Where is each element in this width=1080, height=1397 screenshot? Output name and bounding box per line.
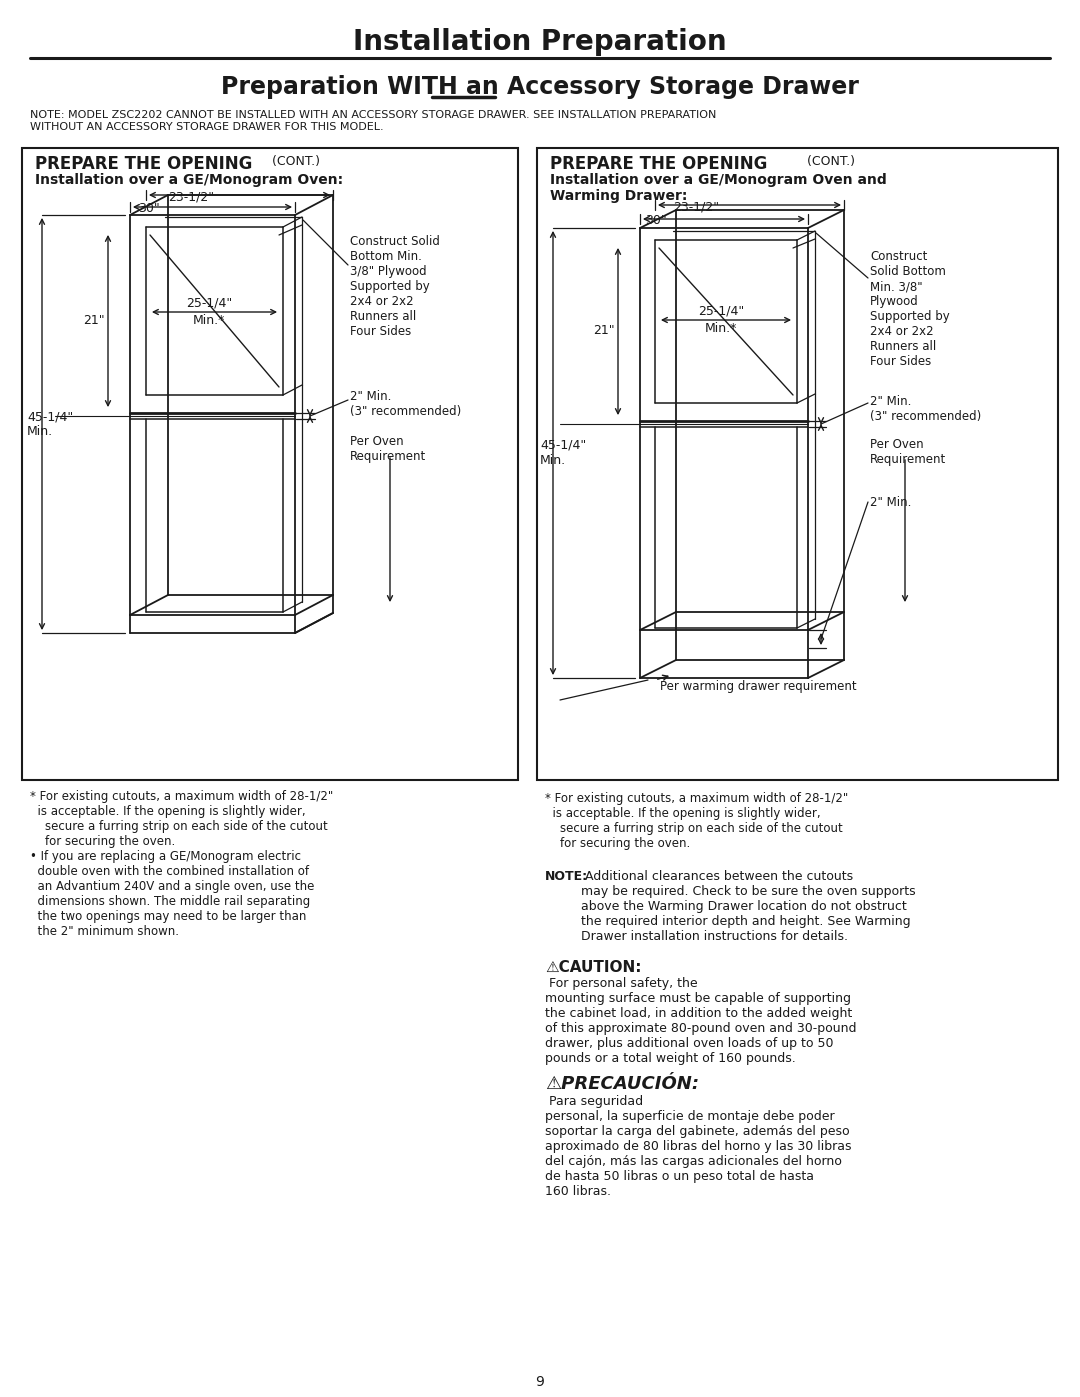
Text: Construct
Solid Bottom
Min. 3/8"
Plywood
Supported by
2x4 or 2x2
Runners all
Fou: Construct Solid Bottom Min. 3/8" Plywood… bbox=[870, 250, 949, 367]
Text: PREPARE THE OPENING: PREPARE THE OPENING bbox=[35, 155, 253, 173]
Text: 30": 30" bbox=[645, 214, 666, 226]
Text: 23-1/2": 23-1/2" bbox=[673, 200, 719, 212]
Text: * For existing cutouts, a maximum width of 28-1/2"
  is acceptable. If the openi: * For existing cutouts, a maximum width … bbox=[545, 792, 848, 849]
Text: Additional clearances between the cutouts
may be required. Check to be sure the : Additional clearances between the cutout… bbox=[581, 870, 916, 943]
Text: 9: 9 bbox=[536, 1375, 544, 1389]
Text: PREPARE THE OPENING: PREPARE THE OPENING bbox=[550, 155, 768, 173]
Text: 25-1/4": 25-1/4" bbox=[186, 296, 232, 309]
Text: For personal safety, the
mounting surface must be capable of supporting
the cabi: For personal safety, the mounting surfac… bbox=[545, 977, 856, 1065]
Text: 25-1/4": 25-1/4" bbox=[698, 305, 744, 317]
Text: Construct Solid
Bottom Min.
3/8" Plywood
Supported by
2x4 or 2x2
Runners all
Fou: Construct Solid Bottom Min. 3/8" Plywood… bbox=[350, 235, 440, 338]
Text: 2" Min.
(3" recommended): 2" Min. (3" recommended) bbox=[350, 390, 461, 418]
Text: NOTE: MODEL ZSC2202 CANNOT BE INSTALLED WITH AN ACCESSORY STORAGE DRAWER. SEE IN: NOTE: MODEL ZSC2202 CANNOT BE INSTALLED … bbox=[30, 110, 716, 131]
Bar bbox=[22, 148, 518, 780]
Text: 2" Min.: 2" Min. bbox=[870, 496, 912, 509]
Text: 45-1/4"
Min.: 45-1/4" Min. bbox=[540, 439, 586, 467]
Text: Para seguridad
personal, la superficie de montaje debe poder
soportar la carga d: Para seguridad personal, la superficie d… bbox=[545, 1095, 851, 1199]
Text: Per Oven
Requirement: Per Oven Requirement bbox=[350, 434, 427, 462]
Text: Installation over a GE/Monogram Oven:: Installation over a GE/Monogram Oven: bbox=[35, 173, 343, 187]
Text: Installation over a GE/Monogram Oven and
Warming Drawer:: Installation over a GE/Monogram Oven and… bbox=[550, 173, 887, 203]
Text: 23-1/2": 23-1/2" bbox=[168, 190, 214, 203]
Text: * For existing cutouts, a maximum width of 28-1/2"
  is acceptable. If the openi: * For existing cutouts, a maximum width … bbox=[30, 789, 334, 937]
Text: 30": 30" bbox=[138, 203, 160, 215]
Bar bbox=[537, 148, 1058, 780]
Text: (CONT.): (CONT.) bbox=[268, 155, 320, 168]
Text: Per Oven
Requirement: Per Oven Requirement bbox=[870, 439, 946, 467]
Text: Min.*: Min.* bbox=[705, 321, 738, 335]
Text: (CONT.): (CONT.) bbox=[804, 155, 855, 168]
Text: Per warming drawer requirement: Per warming drawer requirement bbox=[660, 680, 856, 693]
Text: Preparation WITH an Accessory Storage Drawer: Preparation WITH an Accessory Storage Dr… bbox=[221, 75, 859, 99]
Text: NOTE:: NOTE: bbox=[545, 870, 589, 883]
Text: 2" Min.
(3" recommended): 2" Min. (3" recommended) bbox=[870, 395, 982, 423]
Text: Installation Preparation: Installation Preparation bbox=[353, 28, 727, 56]
Text: 45-1/4"
Min.: 45-1/4" Min. bbox=[27, 409, 73, 439]
Text: Min.*: Min.* bbox=[193, 314, 226, 327]
Text: ⚠PRECAUCIÓN:: ⚠PRECAUCIÓN: bbox=[545, 1076, 699, 1092]
Text: 21": 21" bbox=[593, 324, 615, 337]
Text: ⚠CAUTION:: ⚠CAUTION: bbox=[545, 960, 642, 975]
Text: 21": 21" bbox=[83, 313, 105, 327]
